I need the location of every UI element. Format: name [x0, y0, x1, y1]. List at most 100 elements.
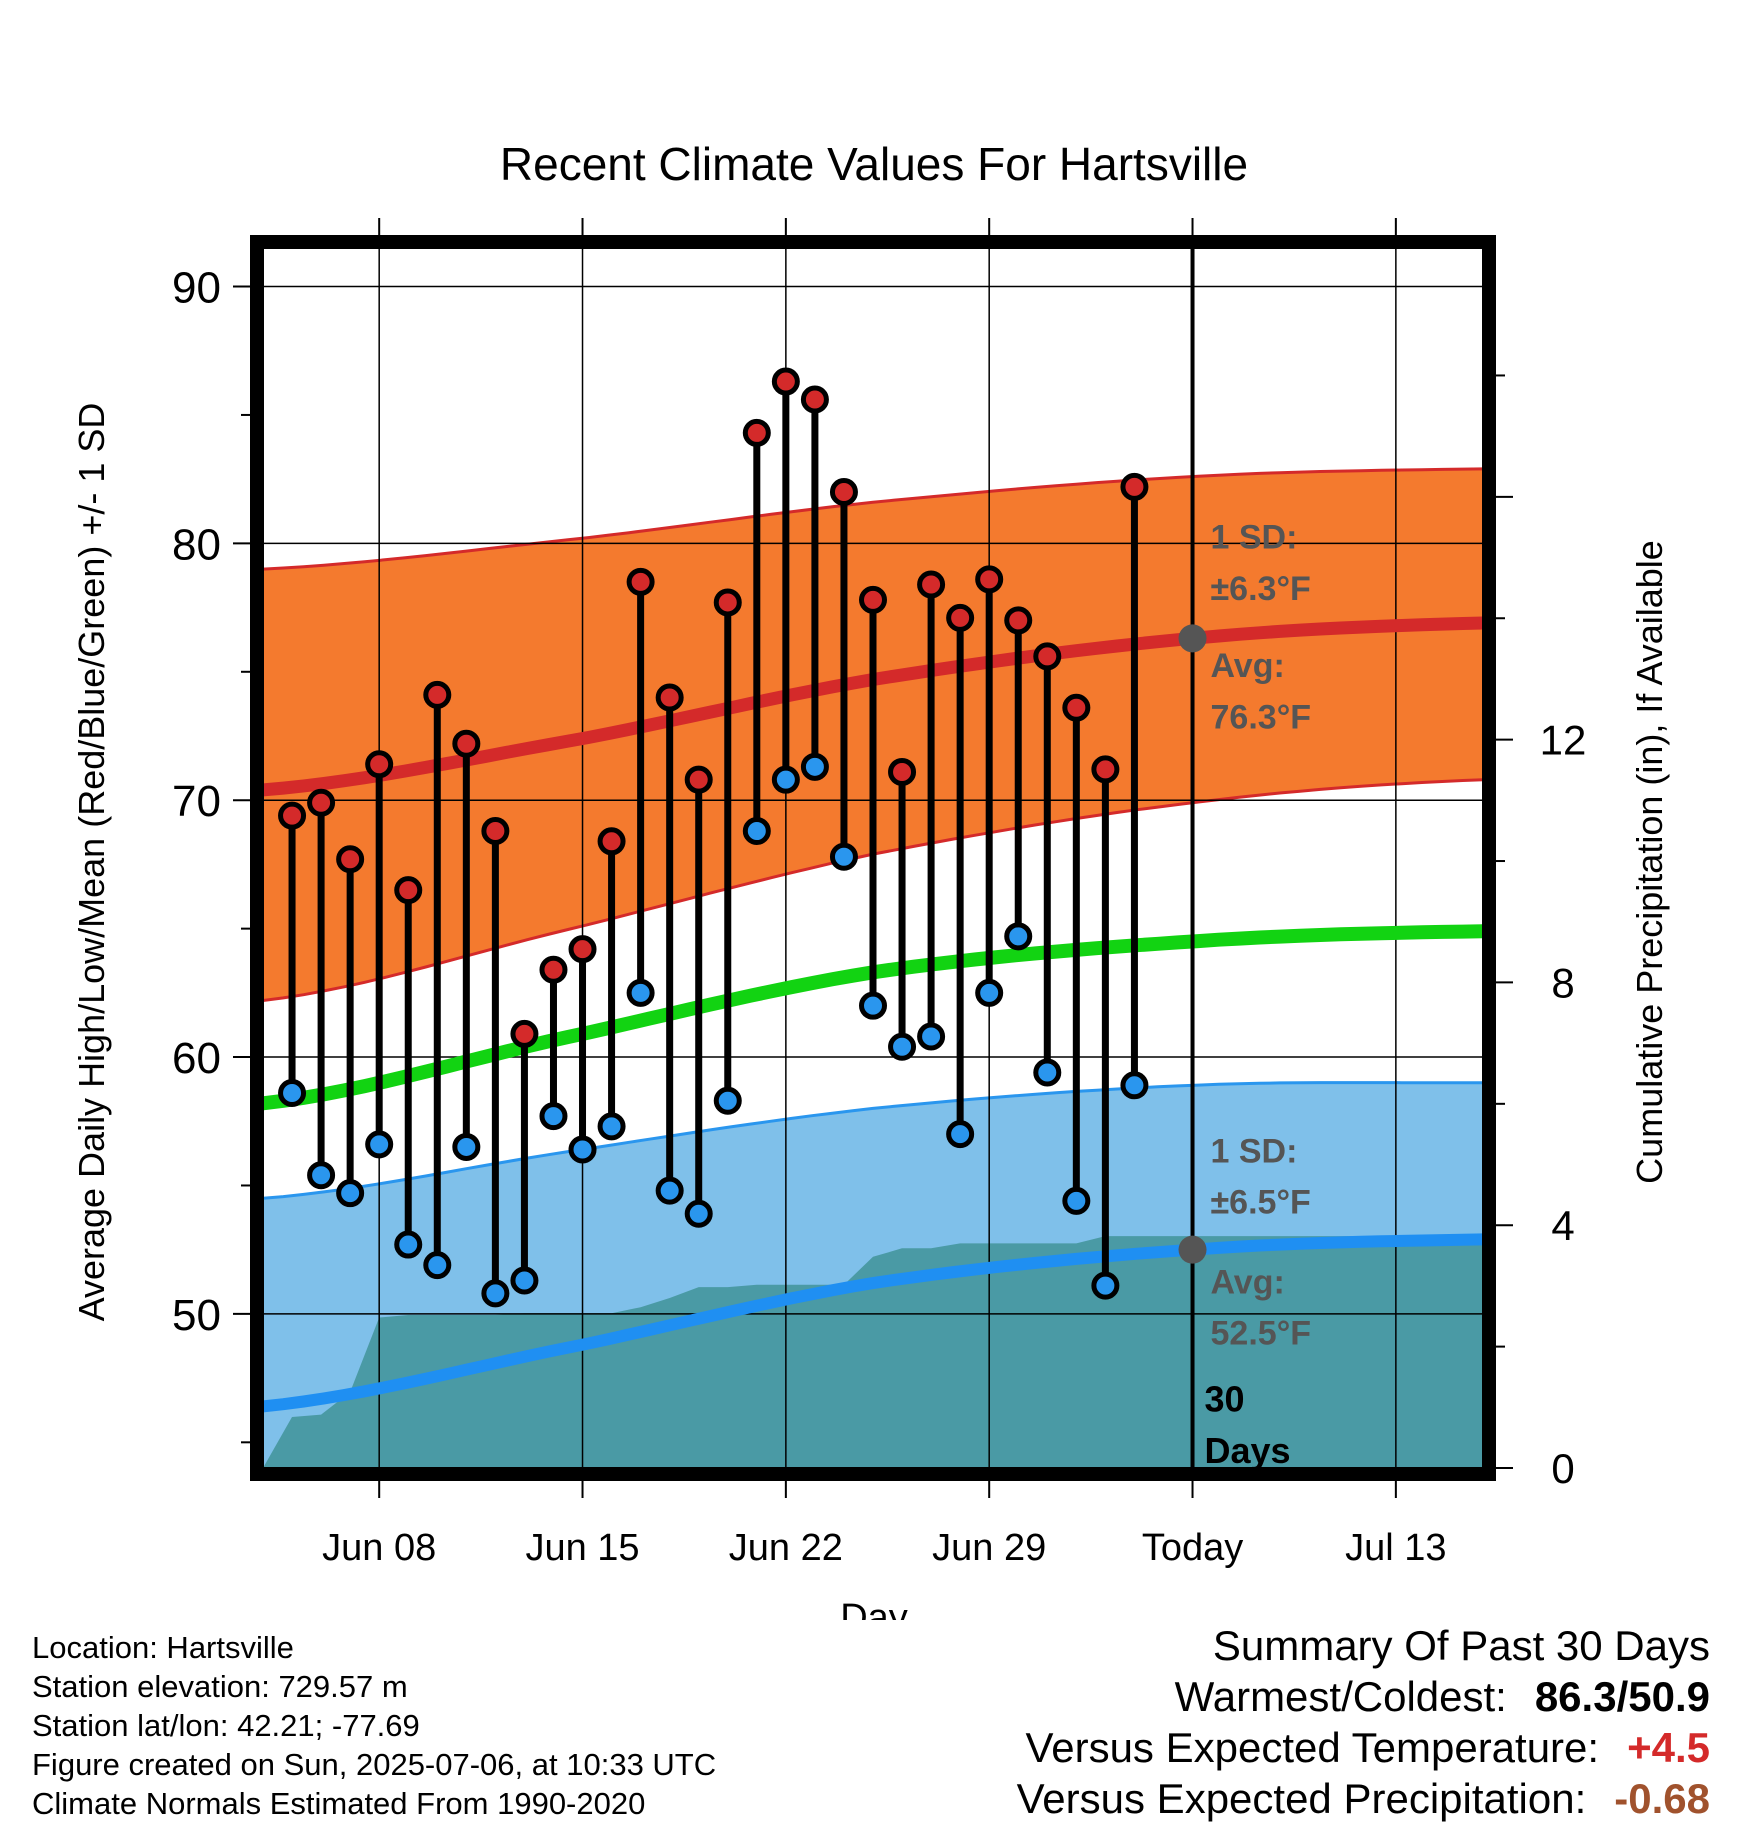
y-tick-label-50: 50: [172, 1291, 221, 1340]
high-point-2025-06-18: [655, 683, 684, 712]
precipitation-area-layer: [263, 1236, 1483, 1468]
high-point-2025-07-01: [1033, 642, 1062, 671]
low-point-2025-06-10: [423, 1251, 452, 1280]
low-point-2025-06-26: [888, 1032, 917, 1061]
plot-frame: [250, 235, 1496, 1481]
low-point-2025-06-07: [336, 1179, 365, 1208]
chart-title: Recent Climate Values For Hartsville: [500, 138, 1248, 190]
summary-panel: Summary Of Past 30 Days Warmest/Coldest:…: [1017, 1620, 1710, 1824]
high-point-2025-06-28: [946, 603, 975, 632]
low-sd-value: ±6.5°F: [1211, 1184, 1311, 1222]
y2-tick-label-12: 12: [1540, 717, 1587, 764]
summary-precip-row: Versus Expected Precipitation: -0.68: [1017, 1773, 1710, 1824]
high-point-2025-06-24: [829, 478, 858, 506]
x-tick-label-2025-06-08: Jun 08: [322, 1527, 436, 1569]
low-point-2025-06-18: [655, 1176, 684, 1205]
low-point-2025-06-12: [481, 1279, 510, 1308]
low-point-2025-06-19: [684, 1199, 713, 1228]
low-sd-upper-edge: [263, 1081, 1483, 1200]
warm-cold-label: Warmest/Coldest:: [1174, 1673, 1507, 1720]
plot-border: [250, 235, 1496, 1481]
low-point-2025-06-14: [539, 1102, 568, 1131]
low-point-2025-06-21: [742, 817, 771, 846]
latlon-text: Station lat/lon: 42.21; -77.69: [32, 1708, 420, 1743]
low-point-2025-06-13: [510, 1266, 539, 1295]
low-point-2025-06-30: [1004, 922, 1033, 951]
high-point-2025-06-25: [859, 585, 887, 614]
station-info: Location: Hartsville Station elevation: …: [32, 1628, 716, 1823]
today-low-avg-marker: [1178, 1235, 1207, 1264]
high-sd-value: ±6.3°F: [1211, 570, 1311, 608]
high-point-2025-06-30: [1004, 606, 1033, 635]
high-point-2025-06-29: [975, 565, 1004, 594]
low-avg-label: Avg:: [1211, 1263, 1285, 1301]
high-point-2025-06-14: [539, 955, 568, 984]
low-point-2025-06-24: [829, 842, 858, 871]
elevation-text: Station elevation: 729.57 m: [32, 1669, 408, 1704]
y-tick-label-90: 90: [172, 264, 221, 313]
high-point-2025-06-19: [684, 765, 713, 794]
low-point-2025-06-27: [917, 1022, 946, 1051]
y2-tick-label-8: 8: [1551, 959, 1574, 1006]
summary-title: Summary Of Past 30 Days: [1212, 1622, 1710, 1669]
y-tick-label-70: 70: [172, 777, 221, 826]
high-point-2025-06-16: [597, 827, 626, 856]
high-point-2025-06-23: [800, 385, 829, 414]
daily-bars: [288, 381, 1138, 1294]
high-point-2025-06-17: [626, 567, 655, 596]
y-tick-label-60: 60: [172, 1034, 221, 1083]
high-sd-label: 1 SD:: [1211, 519, 1298, 557]
today-high-avg-marker: [1178, 624, 1207, 653]
normals-text: Climate Normals Estimated From 1990-2020: [32, 1786, 646, 1821]
high-point-2025-06-21: [742, 418, 771, 447]
warm-cold-value: 86.3/50.9: [1534, 1673, 1710, 1720]
low-point-2025-06-06: [307, 1161, 336, 1190]
low-point-2025-06-11: [452, 1132, 481, 1161]
low-point-2025-06-22: [771, 765, 800, 794]
x-tick-label-2025-07-06: Today: [1142, 1527, 1243, 1569]
high-point-2025-06-27: [917, 570, 946, 599]
high-point-2025-06-05: [278, 801, 307, 830]
low-point-2025-07-04: [1120, 1071, 1149, 1100]
axes: 90 80 70 60 50 12 8 4 0 Jun 08 Jun 15 Jun 22 Jun 29 T…: [172, 218, 1586, 1569]
high-point-2025-07-03: [1091, 755, 1120, 784]
x-tick-label-2025-06-15: Jun 15: [525, 1527, 639, 1569]
high-point-2025-06-07: [336, 845, 365, 874]
high-point-2025-07-02: [1062, 693, 1091, 722]
high-point-2025-06-11: [452, 729, 481, 758]
low-point-2025-06-09: [394, 1230, 423, 1259]
high-avg-value: 76.3°F: [1211, 698, 1312, 736]
y-axis-label: Average Daily High/Low/Mean (Red/Blue/Gr…: [71, 403, 112, 1322]
low-point-2025-07-01: [1033, 1058, 1062, 1087]
high-point-2025-06-22: [771, 367, 800, 396]
high-point-2025-06-09: [394, 876, 423, 905]
low-point-2025-06-16: [597, 1112, 626, 1141]
low-point-2025-06-28: [946, 1120, 975, 1149]
high-sd-upper-edge: [263, 467, 1483, 571]
high-point-2025-06-06: [307, 788, 336, 817]
daily-markers: [278, 367, 1149, 1308]
precip-area: [263, 1236, 1483, 1468]
location-text: Location: Hartsville: [32, 1630, 294, 1665]
x-tick-label-2025-06-29: Jun 29: [932, 1527, 1046, 1569]
low-avg-value: 52.5°F: [1211, 1315, 1312, 1353]
high-point-2025-06-26: [888, 757, 917, 786]
high-point-2025-06-12: [481, 817, 510, 846]
precip-anomaly-value: -0.68: [1614, 1775, 1710, 1822]
temp-anomaly-value: +4.5: [1627, 1724, 1710, 1771]
y-tick-label-80: 80: [172, 520, 221, 569]
high-avg-label: Avg:: [1211, 647, 1285, 685]
x-axis-label: Day: [840, 1597, 908, 1620]
high-point-2025-07-04: [1120, 472, 1149, 501]
high-point-2025-06-15: [568, 935, 597, 964]
y2-tick-label-4: 4: [1551, 1202, 1574, 1249]
low-point-2025-06-05: [278, 1079, 307, 1108]
x-tick-label-2025-06-22: Jun 22: [729, 1527, 843, 1569]
days-word-label: Days: [1205, 1430, 1291, 1471]
low-point-2025-07-02: [1062, 1186, 1091, 1215]
precip-anomaly-label: Versus Expected Precipitation:: [1016, 1775, 1587, 1822]
low-point-2025-06-23: [800, 752, 829, 781]
days-count-label: 30: [1205, 1378, 1245, 1419]
low-sd-label: 1 SD:: [1211, 1132, 1298, 1170]
low-point-2025-06-17: [626, 978, 655, 1007]
